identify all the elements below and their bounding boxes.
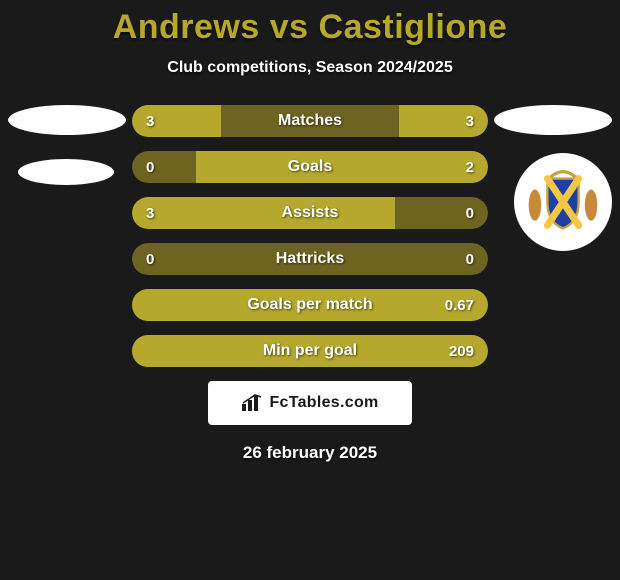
row-label: Goals	[132, 151, 488, 183]
row-value-right: 2	[452, 151, 488, 183]
row-value-right: 3	[452, 105, 488, 137]
row-value-right: 209	[435, 335, 488, 367]
brand-box: FcTables.com	[208, 381, 412, 425]
title-player-a: Andrews	[113, 8, 260, 46]
player-b-club-badge-2	[514, 153, 612, 251]
row-value-left	[132, 335, 160, 367]
row-value-left: 0	[132, 243, 168, 275]
brand-label: FcTables.com	[241, 394, 378, 412]
row-value-left: 0	[132, 151, 168, 183]
comparison-row: Matches3 3	[132, 105, 488, 137]
subtitle: Club competitions, Season 2024/2025	[0, 59, 620, 77]
row-label: Hattricks	[132, 243, 488, 275]
row-label: Matches	[132, 105, 488, 137]
comparison-row: Hattricks0 0	[132, 243, 488, 275]
ellipse-icon	[18, 159, 114, 185]
comparison-row: Min per goal209	[132, 335, 488, 367]
ellipse-icon	[494, 105, 612, 135]
comparison-row: Goals0 2	[132, 151, 488, 183]
page-title: Andrews vs Castiglione	[0, 0, 620, 47]
comparison-row: Assists3 0	[132, 197, 488, 229]
date-label: 26 february 2025	[0, 443, 620, 463]
row-value-left	[132, 289, 160, 321]
crest-icon	[514, 153, 612, 251]
comparison-chart: Matches33Goals02Assists30Hattricks00Goal…	[10, 105, 610, 367]
row-value-right: 0.67	[431, 289, 488, 321]
brand-text: FcTables.com	[269, 394, 378, 412]
shield-crest-svg	[524, 163, 602, 241]
row-label: Assists	[132, 197, 488, 229]
row-value-right: 0	[452, 243, 488, 275]
row-value-right: 0	[452, 197, 488, 229]
row-value-left: 3	[132, 105, 168, 137]
player-b-club-badge-1	[494, 105, 612, 135]
player-a-club-badge-2	[18, 159, 114, 185]
player-a-club-badge-1	[8, 105, 126, 135]
bar-chart-icon	[241, 394, 263, 412]
row-value-left: 3	[132, 197, 168, 229]
comparison-row: Goals per match0.67	[132, 289, 488, 321]
comparison-rows: Matches33Goals02Assists30Hattricks00Goal…	[132, 105, 488, 367]
title-player-b: Castiglione	[319, 8, 508, 46]
title-vs: vs	[270, 8, 309, 46]
ellipse-icon	[8, 105, 126, 135]
